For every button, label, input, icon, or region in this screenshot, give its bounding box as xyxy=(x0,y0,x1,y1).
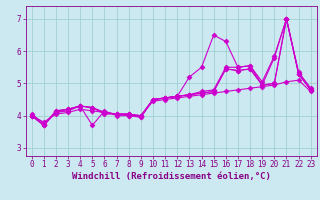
X-axis label: Windchill (Refroidissement éolien,°C): Windchill (Refroidissement éolien,°C) xyxy=(72,172,271,181)
